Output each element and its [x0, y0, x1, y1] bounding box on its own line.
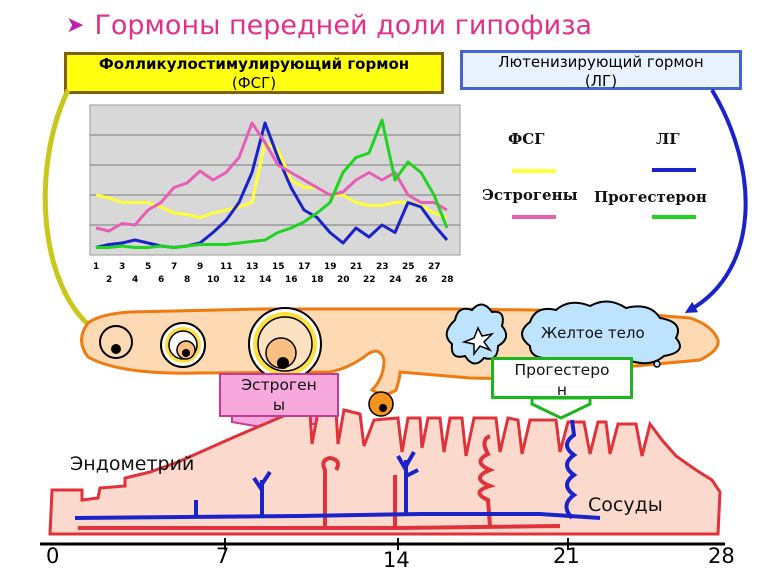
legend-label-progesterone: Прогестерон — [594, 188, 707, 206]
chart-tick-label: 22 — [363, 275, 376, 285]
lh-arrow — [684, 88, 748, 313]
title-text: Гормоны передней доли гипофиза — [94, 10, 593, 41]
timeline-day-0: 0 — [46, 544, 60, 568]
hormone-chart — [89, 104, 461, 256]
chart-tick-label: 28 — [441, 275, 454, 285]
fsh-arrow — [42, 88, 100, 333]
fsh-label-box: Фолликулостимулирующий гормон (ФСГ) — [64, 52, 444, 94]
chart-tick-label: 4 — [132, 275, 139, 285]
fsh-label-line2: (ФСГ) — [231, 74, 277, 92]
chart-tick-label: 2 — [106, 275, 113, 285]
chart-tick-label: 11 — [220, 262, 233, 272]
chart-tick-label: 15 — [272, 262, 285, 272]
chart-tick-label: 8 — [184, 275, 191, 285]
progesterone-box-line2: н — [556, 381, 568, 399]
red-vessels — [78, 434, 561, 530]
corpus-luteum-label: Желтое тело — [541, 324, 645, 342]
series-line-estrogen — [95, 121, 448, 233]
legend-label-fsh: ФСГ — [508, 130, 545, 148]
ovulated-egg — [368, 391, 394, 417]
lh-label-box: Лютенизирующий гормон (ЛГ) — [460, 50, 742, 90]
timeline-day-21: 21 — [553, 544, 580, 568]
progesterone-arrow — [530, 396, 592, 420]
blue-vessels — [74, 419, 601, 520]
chart-tick-label: 23 — [376, 262, 389, 272]
vessels-label: Сосуды — [588, 494, 663, 516]
follicle-medium — [160, 322, 206, 368]
chart-tick-label: 20 — [337, 275, 350, 285]
endometrium — [48, 408, 722, 536]
chart-tick-label: 3 — [119, 262, 126, 272]
fsh-label-line1: Фолликулостимулирующий гормон — [98, 55, 410, 73]
series-line-progesterone — [96, 118, 449, 249]
chart-tick-label: 9 — [197, 262, 204, 272]
lh-label-line2: (ЛГ) — [584, 72, 618, 90]
legend-label-lh: ЛГ — [656, 130, 680, 148]
legend-label-estrogen: Эстрогены — [482, 186, 578, 204]
chart-tick-label: 14 — [259, 275, 272, 285]
estrogen-box-line1: Эстроген — [241, 376, 317, 394]
progesterone-box-line1: Прогестеро — [514, 361, 610, 379]
chart-tick-label: 1 — [93, 262, 100, 272]
chart-tick-label: 7 — [171, 262, 178, 272]
chart-tick-label: 27 — [428, 262, 441, 272]
chart-tick-label: 6 — [158, 275, 165, 285]
timeline-day-28: 28 — [708, 544, 735, 568]
chart-tick-label: 19 — [324, 262, 337, 272]
chart-tick-label: 13 — [246, 262, 259, 272]
chart-tick-label: 17 — [298, 262, 311, 272]
chart-tick-label: 10 — [207, 275, 220, 285]
chart-tick-label: 18 — [311, 275, 324, 285]
follicle-dominant — [248, 307, 322, 381]
timeline-day-14: 14 — [383, 548, 410, 572]
chart-tick-label: 21 — [350, 262, 363, 272]
chart-tick-label: 24 — [389, 275, 402, 285]
arrow-right-icon: ➤ — [66, 13, 85, 38]
ruptured-follicle — [445, 303, 508, 365]
chart-tick-label: 25 — [402, 262, 415, 272]
follicle-small — [99, 325, 133, 359]
chart-tick-label: 12 — [233, 275, 246, 285]
chart-tick-label: 16 — [285, 275, 298, 285]
endometrium-label: Эндометрий — [70, 453, 195, 475]
chart-tick-label: 26 — [415, 275, 428, 285]
estrogen-box: Эстроген ы — [219, 373, 339, 417]
chart-tick-label: 5 — [145, 262, 152, 272]
chart-series-lines — [95, 118, 449, 249]
timeline-day-7: 7 — [216, 544, 230, 568]
lh-label-line1: Лютенизирующий гормон — [498, 53, 704, 71]
page-title: ➤ Гормоны передней доли гипофиза — [66, 10, 592, 41]
series-line-lh — [95, 121, 449, 249]
estrogen-box-line2: ы — [272, 396, 286, 414]
progesterone-box: Прогестеро н — [491, 357, 633, 399]
